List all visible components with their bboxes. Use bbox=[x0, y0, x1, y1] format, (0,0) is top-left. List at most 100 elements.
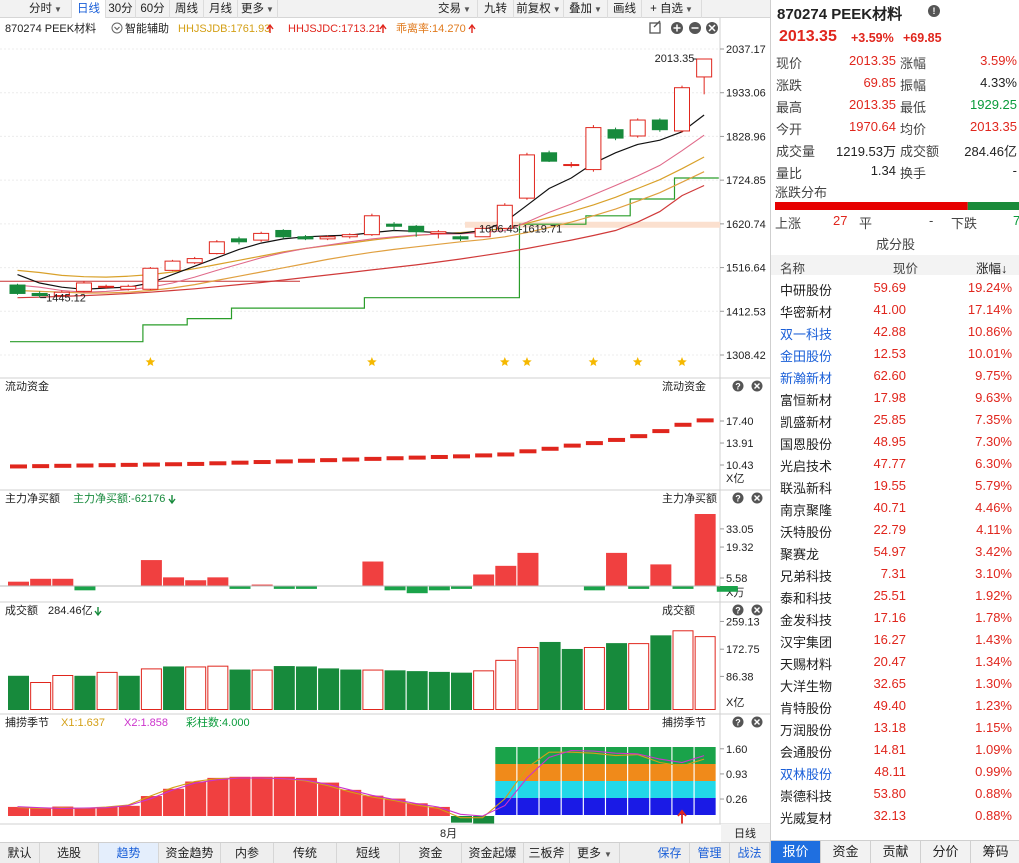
component-row[interactable]: 泰和科技 25.51 1.92% bbox=[771, 585, 1019, 607]
net-buy-bar bbox=[495, 565, 517, 586]
component-row[interactable]: 中研股份 59.69 19.24% bbox=[771, 277, 1019, 299]
bottom-action-label: 保存 bbox=[657, 846, 682, 860]
bottom-action-0[interactable]: 保存 bbox=[650, 843, 690, 863]
candle bbox=[297, 235, 314, 241]
component-row[interactable]: 沃特股份 22.79 4.11% bbox=[771, 519, 1019, 541]
volume-bar bbox=[8, 675, 29, 710]
net-sell-bar bbox=[583, 586, 605, 591]
signal-star-icon bbox=[500, 357, 510, 366]
tool-button-2[interactable]: 前复权 ▼ bbox=[514, 0, 564, 18]
season-color-bar bbox=[495, 781, 517, 798]
component-change: 0.88% bbox=[975, 786, 1012, 801]
candle bbox=[474, 225, 491, 238]
component-row[interactable]: 光威复材 32.13 0.88% bbox=[771, 805, 1019, 827]
distribution-title: 涨跌分布 bbox=[775, 185, 828, 200]
quote-tab-1[interactable]: 资金 bbox=[821, 841, 871, 863]
flow-bar bbox=[98, 463, 116, 468]
col-price[interactable]: 现价 bbox=[893, 262, 919, 276]
chevron-down-icon bbox=[114, 26, 120, 31]
component-change: 3.42% bbox=[975, 544, 1012, 559]
component-row[interactable]: 华密新材 41.00 17.14% bbox=[771, 299, 1019, 321]
col-change[interactable]: 涨幅↓ bbox=[976, 262, 1008, 276]
component-row[interactable]: 联泓新科 19.55 5.79% bbox=[771, 475, 1019, 497]
season-bar bbox=[74, 808, 96, 816]
season-color-bar bbox=[583, 781, 605, 798]
indicator-tab-0[interactable]: 默认 bbox=[0, 843, 40, 863]
indicator-tab-10[interactable]: 更多 ▼ bbox=[570, 843, 620, 863]
indicator-tab-1[interactable]: 选股 bbox=[40, 843, 99, 863]
component-price: 62.60 bbox=[873, 368, 906, 383]
col-name[interactable]: 名称 bbox=[780, 262, 806, 276]
period-tab-2[interactable]: 30分 bbox=[106, 0, 136, 18]
component-row[interactable]: 崇德科技 53.80 0.88% bbox=[771, 783, 1019, 805]
kline-chart[interactable]: 870274 PEEK材料 智能辅助 HHJSJDB:1761.93 HHJSJDC:… bbox=[0, 18, 770, 842]
season-color-bar bbox=[539, 798, 561, 815]
indicator-tab-7[interactable]: 资金 bbox=[400, 843, 462, 863]
candle bbox=[696, 58, 713, 95]
indicator-tab-6[interactable]: 短线 bbox=[337, 843, 400, 863]
component-name: 金发科技 bbox=[780, 613, 833, 628]
bottom-action-2[interactable]: 战法 bbox=[730, 843, 770, 863]
component-row[interactable]: 凯盛新材 25.85 7.35% bbox=[771, 409, 1019, 431]
help-icon-glyph: ? bbox=[735, 382, 741, 392]
period-tab-0[interactable]: 分时 ▼ bbox=[20, 0, 72, 18]
component-change: 0.99% bbox=[975, 764, 1012, 779]
component-row[interactable]: 兄弟科技 7.31 3.10% bbox=[771, 563, 1019, 585]
component-row[interactable]: 双林股份 48.11 0.99% bbox=[771, 761, 1019, 783]
panel-title: 流动资金 bbox=[5, 379, 49, 393]
bottom-action-1[interactable]: 管理 bbox=[690, 843, 730, 863]
period-tab-3[interactable]: 60分 bbox=[136, 0, 170, 18]
indicator-tab-9[interactable]: 三板斧 bbox=[524, 843, 570, 863]
component-row[interactable]: 双一科技 42.88 10.86% bbox=[771, 321, 1019, 343]
component-row[interactable]: 光启技术 47.77 6.30% bbox=[771, 453, 1019, 475]
period-tab-4[interactable]: 周线 bbox=[170, 0, 204, 18]
info-icon[interactable]: ! bbox=[928, 5, 940, 17]
ma-mix-line bbox=[17, 156, 705, 278]
component-row[interactable]: 天赐材料 20.47 1.34% bbox=[771, 651, 1019, 673]
season-color-bar bbox=[650, 764, 672, 781]
component-row[interactable]: 金发科技 17.16 1.78% bbox=[771, 607, 1019, 629]
indicator-tab-2[interactable]: 趋势 bbox=[99, 843, 159, 863]
period-tab-1[interactable]: 日线 bbox=[72, 0, 106, 18]
tool-button-1[interactable]: 九转 bbox=[478, 0, 514, 18]
volume-bar bbox=[273, 666, 295, 710]
bottom-action-label: 管理 bbox=[697, 846, 722, 860]
season-bar bbox=[229, 776, 251, 816]
period-tab-6[interactable]: 更多 ▼ bbox=[238, 0, 278, 18]
candle bbox=[253, 231, 270, 242]
component-row[interactable]: 聚赛龙 54.97 3.42% bbox=[771, 541, 1019, 563]
component-row[interactable]: 南京聚隆 40.71 4.46% bbox=[771, 497, 1019, 519]
component-row[interactable]: 国恩股份 48.95 7.30% bbox=[771, 431, 1019, 453]
component-row[interactable]: 万润股份 13.18 1.15% bbox=[771, 717, 1019, 739]
component-row[interactable]: 富恒新材 17.98 9.63% bbox=[771, 387, 1019, 409]
indicator-tab-5[interactable]: 传统 bbox=[274, 843, 337, 863]
season-color-bar bbox=[672, 781, 694, 798]
candle bbox=[53, 290, 70, 297]
price-zone-band bbox=[465, 221, 720, 228]
quote-tab-4[interactable]: 筹码 bbox=[971, 841, 1019, 863]
tool-button-0[interactable]: 交易 ▼ bbox=[432, 0, 478, 18]
period-tab-5[interactable]: 月线 bbox=[204, 0, 238, 18]
component-name: 沃特股份 bbox=[780, 525, 833, 540]
indicator-tab-3[interactable]: 资金趋势 bbox=[159, 843, 221, 863]
component-change: 1.09% bbox=[975, 742, 1012, 757]
quote-tab-3[interactable]: 分价 bbox=[921, 841, 971, 863]
quote-tab-2[interactable]: 贡献 bbox=[871, 841, 921, 863]
quote-tab-0[interactable]: 报价 bbox=[771, 841, 821, 863]
tool-button-5[interactable]: + 自选 ▼ bbox=[642, 0, 702, 18]
component-row[interactable]: 新瀚新材 62.60 9.75% bbox=[771, 365, 1019, 387]
indicator-tab-4[interactable]: 内参 bbox=[221, 843, 274, 863]
component-row[interactable]: 汉宇集团 16.27 1.43% bbox=[771, 629, 1019, 651]
flow-bar bbox=[475, 453, 493, 458]
net-sell-bar bbox=[451, 586, 472, 589]
component-row[interactable]: 会通股份 14.81 1.09% bbox=[771, 739, 1019, 761]
tool-button-4[interactable]: 画线 bbox=[608, 0, 642, 18]
season-bar bbox=[163, 788, 185, 816]
net-sell-bar bbox=[295, 586, 317, 589]
indicator-tab-8[interactable]: 资金起爆 bbox=[462, 843, 524, 863]
component-row[interactable]: 肯特股份 49.40 1.23% bbox=[771, 695, 1019, 717]
volume-bar bbox=[694, 636, 716, 710]
tool-button-3[interactable]: 叠加 ▼ bbox=[564, 0, 608, 18]
component-row[interactable]: 大洋生物 32.65 1.30% bbox=[771, 673, 1019, 695]
component-row[interactable]: 金田股份 12.53 10.01% bbox=[771, 343, 1019, 365]
